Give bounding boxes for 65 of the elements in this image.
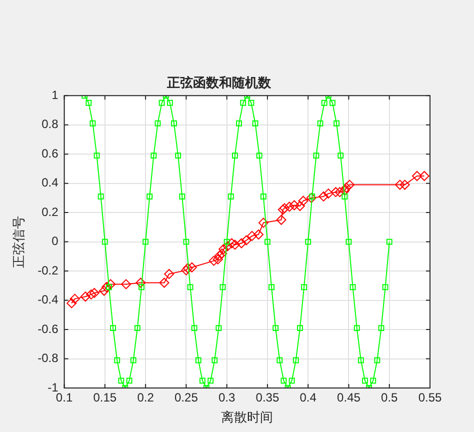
point <box>412 171 422 182</box>
point <box>344 180 355 190</box>
point <box>164 268 174 279</box>
point <box>216 248 227 258</box>
y-tick-label: 0 <box>52 234 59 248</box>
point <box>106 279 116 290</box>
y-tick-label: -0.4 <box>38 292 59 307</box>
x-tick-label: 0.5 <box>381 390 398 405</box>
point <box>236 238 246 248</box>
point <box>212 254 223 264</box>
point <box>222 241 233 252</box>
point <box>102 282 112 292</box>
point <box>340 186 350 196</box>
point <box>218 244 229 254</box>
point <box>136 278 146 288</box>
point <box>86 289 96 300</box>
point <box>80 292 90 302</box>
point <box>208 256 219 266</box>
y-axis-title: 正弦信号 <box>11 216 26 268</box>
y-tick-label: -0.2 <box>38 263 59 278</box>
point <box>214 250 225 261</box>
x-tick-label: 0.2 <box>137 390 154 405</box>
x-tick-label: 0.4 <box>300 390 317 405</box>
point <box>254 229 264 240</box>
x-tick-label: 0.35 <box>256 390 280 405</box>
point <box>330 187 341 198</box>
y-tick-label: 0.2 <box>42 204 59 219</box>
point <box>247 230 258 241</box>
point <box>318 191 329 202</box>
point <box>226 238 237 248</box>
point <box>121 279 132 290</box>
point <box>66 298 77 308</box>
x-tick-label: 0.25 <box>174 390 198 405</box>
x-tick-label: 0.3 <box>218 390 236 405</box>
point <box>341 182 352 193</box>
point <box>186 262 197 272</box>
point <box>400 180 410 190</box>
point <box>306 192 316 203</box>
point <box>89 288 100 298</box>
point <box>294 200 305 211</box>
y-tick-label: 0.6 <box>42 146 59 160</box>
point <box>323 188 334 199</box>
x-tick-label: 0.55 <box>418 390 442 405</box>
point <box>394 180 405 190</box>
point <box>99 286 110 296</box>
x-tick-label: 0.45 <box>337 390 361 405</box>
point <box>70 294 80 304</box>
point <box>334 187 345 198</box>
point <box>258 218 268 228</box>
point <box>276 214 286 225</box>
x-tick-label: 0.15 <box>93 390 117 405</box>
point <box>159 278 170 288</box>
y-tick-label: 1 <box>52 88 59 102</box>
y-tick-label: 0.8 <box>42 117 59 132</box>
point <box>419 171 430 182</box>
point <box>298 196 308 206</box>
point <box>284 202 294 212</box>
point <box>289 200 300 210</box>
point <box>241 235 252 246</box>
chart-title: 正弦函数和随机数 <box>166 75 272 90</box>
y-tick-label: 0.4 <box>42 176 59 190</box>
y-tick-label: -0.8 <box>38 351 59 366</box>
x-axis-title: 离散时间 <box>221 410 274 425</box>
point <box>230 240 240 250</box>
y-tick-label: -0.6 <box>38 322 59 336</box>
